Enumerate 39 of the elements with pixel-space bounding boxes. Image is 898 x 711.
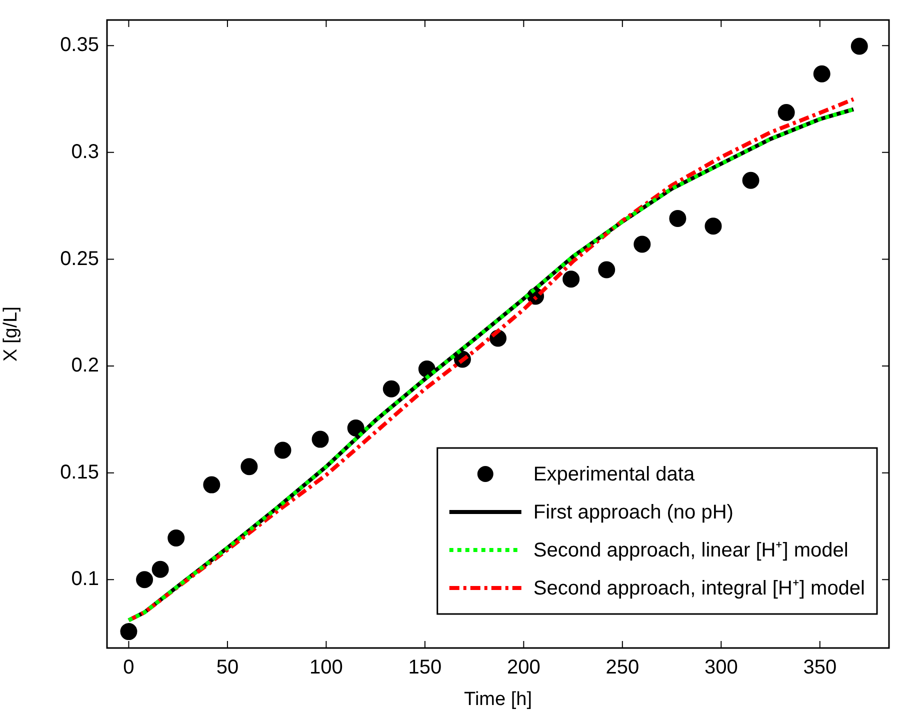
point (634, 236, 651, 253)
point (203, 476, 220, 494)
x-tick-label: 0 (123, 656, 134, 679)
point (669, 210, 686, 227)
x-axis-title: Time [h] (464, 688, 532, 710)
x-tick-label: 100 (310, 656, 343, 679)
point (704, 218, 722, 235)
point (382, 380, 400, 398)
point (240, 458, 258, 476)
point (742, 172, 760, 189)
x-tick-label: 350 (803, 656, 837, 679)
point (120, 623, 138, 640)
y-tick-label: 0.2 (71, 354, 99, 377)
x-tick-label: 150 (408, 656, 442, 679)
legend-label: Experimental data (533, 464, 696, 486)
x-tick-label: 250 (606, 656, 640, 679)
point (312, 430, 329, 448)
point (168, 529, 185, 546)
point (152, 560, 169, 578)
point (274, 442, 292, 459)
legend-label: Second approach, integral [H⁺] model (533, 578, 865, 600)
y-tick-label: 0.35 (60, 34, 99, 56)
legend-label: Second approach, linear [H⁺] model (533, 540, 848, 562)
x-tick-label: 300 (704, 656, 738, 679)
point (347, 419, 364, 436)
point (136, 571, 154, 588)
x-tick-label: 200 (506, 656, 540, 679)
point (778, 104, 795, 121)
x-tick-label: 50 (216, 656, 239, 679)
legend-label: First approach (no pH) (533, 502, 734, 524)
point (813, 65, 830, 82)
y-tick-label: 0.1 (71, 568, 99, 590)
point (562, 270, 580, 288)
y-tick-label: 0.25 (60, 248, 99, 270)
point (850, 38, 868, 55)
y-tick-label: 0.3 (71, 140, 99, 163)
y-axis-title: X [g/L] (0, 306, 22, 362)
point (598, 261, 616, 278)
y-tick-label: 0.15 (60, 461, 99, 484)
